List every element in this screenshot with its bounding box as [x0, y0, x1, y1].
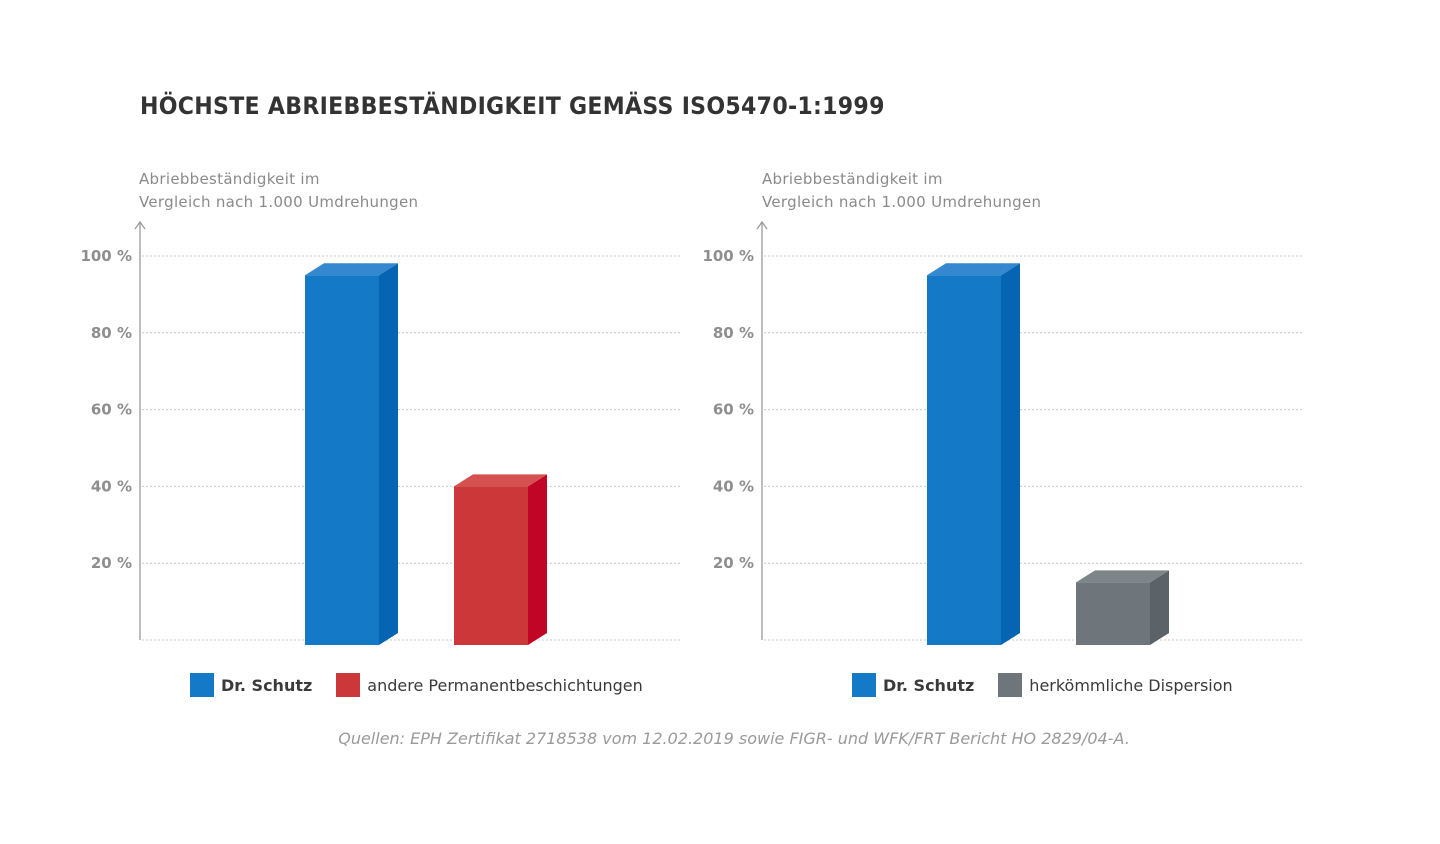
right-ylabel-line-1: Abriebbeständigkeit im: [762, 170, 943, 188]
bar-dr-schutz: [927, 263, 1020, 645]
y-tick-label: 20 %: [91, 554, 132, 572]
legend-swatch-dr-schutz: [190, 673, 214, 697]
bar-front: [1076, 582, 1150, 645]
left-chart-ylabel: Abriebbeständigkeit im Vergleich nach 1.…: [139, 168, 418, 214]
legend-item-andere: andere Permanentbeschichtungen: [336, 673, 643, 697]
y-tick-label: 40 %: [713, 477, 754, 495]
bar-top: [454, 474, 547, 487]
y-tick-label: 60 %: [91, 401, 132, 419]
y-axis-arrow-icon: [134, 220, 146, 230]
y-tick-label: 20 %: [713, 554, 754, 572]
legend-swatch-dr-schutz-right: [852, 673, 876, 697]
y-tick-label: 60 %: [713, 401, 754, 419]
legend-label-dispersion: herkömmliche Dispersion: [1029, 675, 1233, 695]
bar-side: [1001, 263, 1020, 645]
source-note: Quellen: EPH Zertifikat 2718538 vom 12.0…: [338, 729, 1130, 748]
legend-swatch-dispersion: [998, 673, 1023, 697]
bar-front: [305, 275, 379, 645]
bar-andere-permanentbeschichtungen: [454, 474, 547, 645]
bar-herk-mmliche-dispersion: [1076, 570, 1169, 645]
left-chart-legend: Dr. Schutz andere Permanentbeschichtunge…: [190, 673, 667, 697]
y-tick-label: 80 %: [91, 324, 132, 342]
left-ylabel-line-2: Vergleich nach 1.000 Umdrehungen: [139, 193, 419, 211]
legend-label-dr-schutz: Dr. Schutz: [221, 675, 313, 695]
y-tick-label: 100 %: [80, 247, 132, 265]
bar-top: [1076, 570, 1169, 583]
right-chart-legend: Dr. Schutz herkömmliche Dispersion: [852, 673, 1257, 697]
bar-front: [454, 486, 528, 645]
bar-top: [305, 263, 398, 276]
bar-front: [927, 275, 1001, 645]
legend-label-andere: andere Permanentbeschichtungen: [367, 675, 643, 695]
left-ylabel-line-1: Abriebbeständigkeit im: [139, 170, 320, 188]
bar-side: [379, 263, 398, 645]
legend-item-dr-schutz-right: Dr. Schutz: [852, 673, 974, 697]
y-tick-label: 80 %: [713, 324, 754, 342]
bar-dr-schutz: [305, 263, 398, 645]
y-tick-label: 100 %: [702, 247, 754, 265]
left-chart: 20 % 40 % 60 % 80 % 100 %: [80, 220, 680, 645]
right-chart: 20 % 40 % 60 % 80 % 100 %: [702, 220, 1302, 645]
chart-title: HÖCHSTE ABRIEBBESTÄNDIGKEIT GEMÄSS ISO54…: [140, 92, 885, 120]
right-chart-ylabel: Abriebbeständigkeit im Vergleich nach 1.…: [762, 168, 1041, 214]
legend-label-dr-schutz-right: Dr. Schutz: [883, 675, 975, 695]
bar-side: [528, 474, 547, 645]
right-ylabel-line-2: Vergleich nach 1.000 Umdrehungen: [762, 193, 1042, 211]
legend-item-dr-schutz: Dr. Schutz: [190, 673, 312, 697]
y-axis-arrow-icon: [756, 220, 768, 230]
y-tick-label: 40 %: [91, 477, 132, 495]
legend-swatch-andere: [336, 673, 361, 697]
bar-top: [927, 263, 1020, 276]
legend-item-dispersion: herkömmliche Dispersion: [998, 673, 1233, 697]
bar-side: [1150, 570, 1169, 645]
